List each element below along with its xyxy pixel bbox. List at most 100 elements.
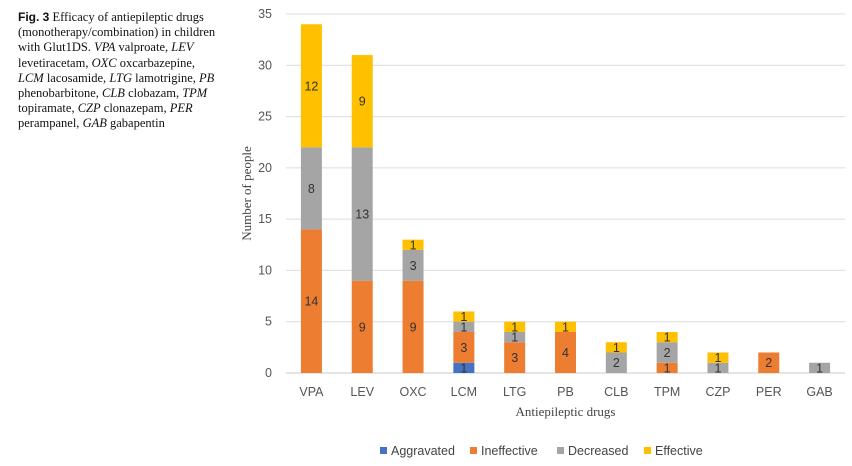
bar-segment-effective [351, 55, 373, 148]
abbreviation-term: PER [169, 101, 193, 116]
data-label: 9 [359, 320, 366, 334]
data-label: 8 [308, 182, 315, 196]
abbreviation-entry: CZP clonazepam, [78, 101, 167, 115]
abbreviation-entry: LTG lamotrigine, [109, 71, 196, 85]
bar-segment-decreased [351, 147, 373, 281]
legend-swatch [470, 447, 477, 454]
x-tick-label: LCM [451, 385, 477, 399]
bar-segment-decreased [504, 331, 526, 343]
y-tick-label: 35 [258, 7, 272, 21]
abbreviation-description: valproate, [115, 40, 169, 55]
bar-segment-decreased [707, 362, 729, 373]
x-tick-label: LTG [503, 385, 526, 399]
data-label: 1 [613, 341, 620, 355]
figure-caption: Fig. 3 Efficacy of antiepileptic drugs (… [18, 10, 218, 132]
data-label: 3 [460, 341, 467, 355]
data-label: 9 [410, 320, 417, 334]
bar-segment-effective [402, 239, 424, 250]
abbreviation-entry: PER perampanel, [18, 101, 193, 130]
bar-segment-effective [300, 24, 322, 148]
bar-segment-ineffective [402, 280, 424, 373]
abbreviation-term: CLB [102, 86, 125, 101]
bar-segment-effective [656, 331, 678, 343]
legend-swatch [557, 447, 564, 454]
y-tick-label: 15 [258, 212, 272, 226]
bar-segment-decreased [453, 321, 475, 332]
bar-segment-ineffective [351, 280, 373, 373]
abbreviation-entry: GAB gabapentin [83, 116, 165, 130]
data-label: 3 [511, 351, 518, 365]
data-label: 14 [304, 295, 318, 309]
y-tick-label: 0 [265, 366, 272, 380]
abbreviation-entry: PB phenobarbitone, [18, 71, 214, 100]
bar-segment-ineffective [504, 342, 526, 373]
abbreviation-term: LCM [18, 70, 44, 85]
data-label: 3 [410, 259, 417, 273]
bar-segment-ineffective [300, 229, 322, 373]
bar-segment-decreased [809, 362, 831, 373]
data-label: 1 [511, 331, 518, 345]
abbreviation-description: gabapentin [106, 116, 165, 131]
y-tick-label: 25 [258, 110, 272, 124]
abbreviation-entry: CLB clobazam, [102, 86, 179, 100]
abbreviation-term: PB [199, 70, 215, 85]
data-label: 12 [304, 79, 318, 93]
bar-segment-ineffective [656, 362, 678, 373]
figure-title: Efficacy of antiepileptic drugs (monothe… [18, 10, 216, 55]
data-label: 4 [562, 346, 569, 360]
x-tick-label: GAB [806, 385, 832, 399]
x-tick-label: CZP [705, 385, 730, 399]
abbreviation-description: levetiracetam, [18, 55, 89, 70]
data-label: 1 [714, 351, 721, 365]
abbreviation-description: clonazepam, [100, 101, 167, 116]
abbreviation-entry: LEV levetiracetam, [18, 40, 193, 69]
bar-segment-ineffective [555, 331, 576, 373]
abbreviation-description: lamotrigine, [132, 70, 196, 85]
x-tick-label: TPM [654, 385, 680, 399]
abbreviation-entry: TPM topiramate, [18, 86, 207, 115]
bar-segment-effective [453, 311, 475, 322]
legend-label: Effective [655, 444, 703, 458]
data-label: 1 [460, 361, 467, 375]
x-tick-label: OXC [399, 385, 426, 399]
data-label: 1 [816, 361, 823, 375]
abbreviation-entry: LCM lacosamide, [18, 71, 106, 85]
abbreviation-description: clobazam, [124, 86, 180, 101]
abbreviation-entry: OXC oxcarbazepine, [92, 56, 195, 70]
data-label: 1 [460, 320, 467, 334]
x-tick-label: CLB [604, 385, 628, 399]
data-label: 2 [613, 356, 620, 370]
data-label: 9 [359, 95, 366, 109]
bar-segment-effective [707, 352, 729, 363]
data-label: 1 [664, 331, 671, 345]
bar-segment-decreased [402, 249, 424, 281]
data-label: 1 [664, 361, 671, 375]
abbreviation-term: VPA [94, 40, 116, 55]
legend-swatch [380, 447, 387, 454]
figure-label: Fig. 3 [18, 10, 50, 24]
data-label: 1 [410, 238, 417, 252]
abbreviation-description: topiramate, [18, 101, 75, 116]
abbreviation-list: VPA valproate, LEV levetiracetam, OXC ox… [18, 40, 214, 130]
y-axis-title: Number of people [239, 146, 254, 241]
abbreviation-term: TPM [182, 86, 208, 101]
data-label: 1 [460, 310, 467, 324]
data-label: 2 [765, 356, 772, 370]
data-label: 2 [664, 346, 671, 360]
bar-segment-ineffective [453, 331, 475, 363]
abbreviation-term: OXC [91, 55, 117, 70]
bar-segment-effective [605, 342, 627, 353]
abbreviation-term: LTG [109, 70, 132, 85]
abbreviation-description: phenobarbitone, [18, 86, 99, 101]
abbreviation-description: oxcarbazepine, [116, 55, 196, 70]
x-axis-title: Antiepileptic drugs [515, 404, 615, 419]
bar-segment-decreased [656, 342, 678, 363]
bar-segment-decreased [300, 147, 322, 230]
y-tick-label: 30 [258, 58, 272, 72]
abbreviation-description: perampanel, [18, 116, 80, 131]
y-tick-label: 10 [258, 263, 272, 277]
bar-segment-ineffective [758, 352, 780, 373]
x-tick-label: PER [756, 385, 782, 399]
y-tick-label: 5 [265, 315, 272, 329]
